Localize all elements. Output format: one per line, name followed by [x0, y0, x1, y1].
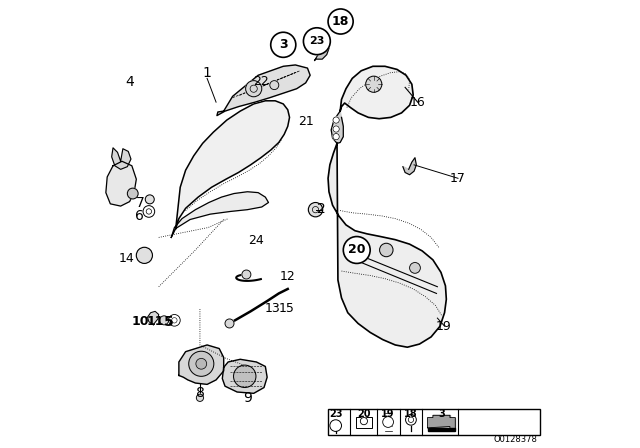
- Circle shape: [225, 319, 234, 328]
- Text: O0128378: O0128378: [493, 435, 538, 444]
- Circle shape: [145, 195, 154, 204]
- Circle shape: [168, 314, 180, 326]
- Text: 23: 23: [309, 36, 324, 46]
- Polygon shape: [328, 143, 446, 347]
- Circle shape: [333, 134, 339, 140]
- Text: 8: 8: [196, 386, 205, 400]
- Polygon shape: [315, 48, 329, 60]
- Polygon shape: [428, 428, 455, 431]
- Bar: [328, 409, 540, 435]
- Circle shape: [328, 9, 353, 34]
- Polygon shape: [222, 359, 267, 393]
- Circle shape: [333, 126, 339, 132]
- Text: 2: 2: [317, 202, 326, 216]
- Circle shape: [360, 418, 367, 425]
- Text: 17: 17: [450, 172, 466, 185]
- Polygon shape: [172, 192, 269, 237]
- Circle shape: [270, 81, 279, 90]
- Polygon shape: [148, 311, 159, 325]
- Text: 4: 4: [125, 74, 134, 89]
- Bar: [356, 417, 372, 428]
- Text: 11: 11: [147, 315, 164, 328]
- Circle shape: [303, 28, 330, 55]
- Polygon shape: [340, 66, 413, 119]
- Circle shape: [271, 32, 296, 57]
- Text: 3: 3: [438, 409, 445, 419]
- Text: 13: 13: [264, 302, 280, 315]
- Circle shape: [189, 351, 214, 376]
- Text: 19: 19: [381, 409, 395, 419]
- Text: 10: 10: [131, 315, 148, 328]
- Text: 3: 3: [279, 38, 287, 52]
- Text: 1: 1: [203, 66, 212, 80]
- Circle shape: [159, 316, 168, 325]
- Text: 20: 20: [357, 409, 371, 419]
- Circle shape: [380, 243, 393, 257]
- Circle shape: [330, 420, 342, 431]
- Text: 18: 18: [332, 15, 349, 28]
- Polygon shape: [217, 65, 310, 116]
- Text: 5: 5: [164, 314, 174, 329]
- Polygon shape: [332, 111, 343, 143]
- Circle shape: [196, 358, 207, 369]
- Circle shape: [410, 263, 420, 273]
- Text: 23: 23: [329, 409, 342, 419]
- Text: 14: 14: [118, 252, 134, 266]
- Polygon shape: [428, 415, 455, 429]
- Circle shape: [143, 206, 155, 217]
- Polygon shape: [106, 161, 136, 206]
- Circle shape: [365, 76, 382, 92]
- Circle shape: [127, 188, 138, 199]
- Text: 15: 15: [278, 302, 294, 315]
- Text: 22: 22: [253, 75, 269, 89]
- Circle shape: [406, 414, 416, 425]
- Polygon shape: [403, 158, 417, 175]
- Circle shape: [196, 394, 204, 401]
- Circle shape: [242, 270, 251, 279]
- Text: 16: 16: [410, 95, 426, 109]
- Circle shape: [343, 237, 370, 263]
- Polygon shape: [176, 101, 289, 228]
- Polygon shape: [179, 345, 224, 384]
- Circle shape: [234, 365, 256, 388]
- Text: 21: 21: [298, 115, 314, 129]
- Text: 6: 6: [136, 209, 145, 223]
- Text: 18: 18: [404, 409, 418, 419]
- Text: 12: 12: [280, 270, 296, 284]
- Circle shape: [383, 417, 394, 427]
- Circle shape: [136, 247, 152, 263]
- Polygon shape: [112, 148, 131, 169]
- Text: 9: 9: [243, 391, 252, 405]
- Circle shape: [246, 81, 262, 97]
- Text: 24: 24: [248, 234, 264, 247]
- Text: 7: 7: [136, 196, 144, 210]
- Text: 20: 20: [348, 243, 365, 257]
- Text: 19: 19: [435, 319, 451, 333]
- Circle shape: [308, 202, 323, 217]
- Circle shape: [333, 117, 339, 123]
